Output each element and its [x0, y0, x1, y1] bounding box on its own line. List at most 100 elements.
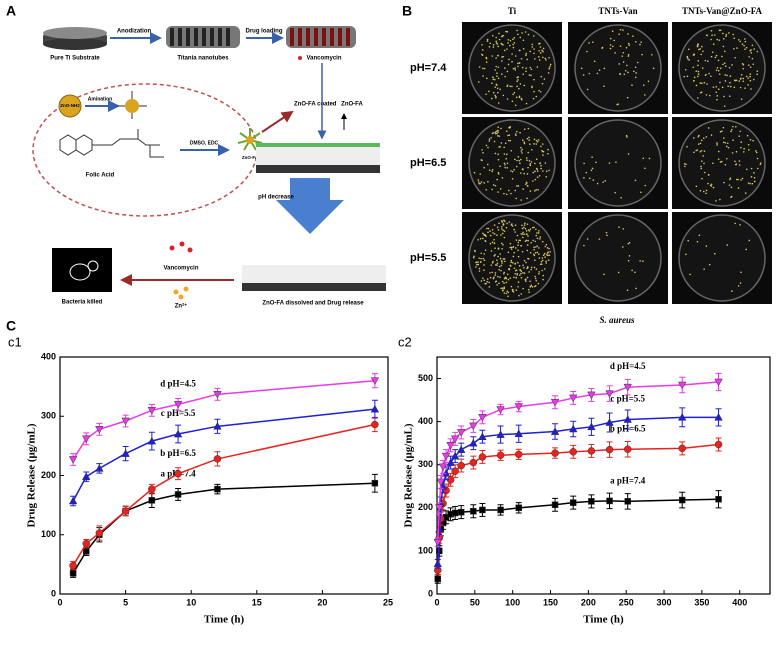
colony: [526, 276, 529, 279]
colony: [520, 293, 523, 295]
colony: [613, 39, 615, 42]
colony: [712, 186, 715, 189]
colony: [751, 44, 754, 47]
colony: [542, 47, 545, 50]
colony: [539, 236, 542, 238]
colony: [535, 158, 538, 160]
colony: [683, 163, 686, 165]
colony: [719, 29, 722, 32]
colony: [536, 140, 539, 143]
colony: [503, 192, 505, 195]
colony: [628, 241, 631, 244]
dish: [468, 24, 556, 112]
colony: [606, 234, 608, 237]
marker: [456, 445, 466, 453]
colony: [541, 143, 544, 145]
colony: [693, 76, 696, 79]
release-substrate: [242, 265, 386, 291]
colony: [636, 61, 639, 64]
colony: [503, 236, 506, 239]
colony: [485, 57, 488, 60]
colony: [609, 37, 612, 40]
colony: [742, 63, 745, 66]
colony: [527, 258, 530, 260]
colony: [603, 85, 605, 87]
colony: [497, 54, 499, 57]
colony: [627, 242, 630, 245]
marker: [68, 496, 78, 505]
colony: [493, 239, 495, 241]
colony: [502, 243, 504, 246]
marker: [435, 504, 444, 513]
colony: [736, 178, 738, 181]
colony: [722, 63, 724, 66]
colony: [517, 249, 519, 252]
colony: [481, 277, 484, 279]
colony: [536, 251, 539, 254]
plot-frame: [436, 356, 771, 595]
colony: [738, 164, 741, 166]
colony: [745, 46, 748, 49]
marker: [515, 504, 522, 512]
colony: [538, 59, 541, 61]
marker: [605, 418, 614, 426]
colony: [628, 255, 631, 257]
colony: [705, 136, 708, 138]
marker: [623, 445, 632, 453]
colony: [689, 273, 691, 276]
colony: [652, 67, 655, 70]
colony: [528, 74, 531, 76]
series-label: b pH=6.5: [160, 448, 196, 458]
colony: [519, 172, 522, 174]
colony: [509, 85, 511, 88]
colony: [479, 261, 482, 263]
colony: [739, 282, 742, 284]
colony: [688, 59, 690, 61]
colony: [640, 191, 642, 194]
colony: [483, 264, 485, 266]
colony: [724, 141, 727, 144]
colony: [519, 162, 521, 165]
colony: [534, 162, 536, 165]
colony: [741, 62, 744, 65]
colony: [514, 104, 517, 107]
colony: [695, 70, 698, 72]
series-label: a pH=7.4: [610, 475, 646, 485]
colony: [530, 268, 533, 271]
colony: [541, 269, 543, 272]
colony: [530, 241, 533, 244]
colony: [505, 30, 507, 33]
colony: [511, 53, 513, 55]
colony: [703, 150, 706, 152]
colony: [535, 95, 538, 98]
colony: [535, 139, 538, 142]
marker: [95, 425, 104, 434]
colony: [750, 167, 753, 170]
colony: [500, 242, 503, 245]
colony: [622, 61, 625, 63]
colony: [519, 268, 521, 271]
colony: [483, 253, 486, 255]
marker: [514, 450, 523, 459]
series-line: [72, 423, 376, 566]
marker: [148, 497, 156, 504]
colony: [525, 233, 528, 235]
colony: [749, 182, 751, 185]
colony: [752, 139, 754, 142]
colony: [521, 152, 523, 154]
colony: [733, 47, 735, 50]
colony: [478, 270, 481, 272]
colony: [547, 259, 550, 261]
panel-label: C: [6, 318, 16, 334]
colony: [497, 131, 500, 133]
marker: [469, 438, 478, 447]
colony: [523, 226, 525, 229]
colony: [523, 233, 526, 235]
colony: [538, 42, 540, 45]
x-tick-label: 250: [619, 597, 634, 607]
x-tick-label: 350: [694, 597, 709, 607]
colony: [475, 266, 477, 268]
colony: [485, 188, 488, 191]
colony: [531, 85, 533, 88]
colony: [717, 158, 720, 161]
